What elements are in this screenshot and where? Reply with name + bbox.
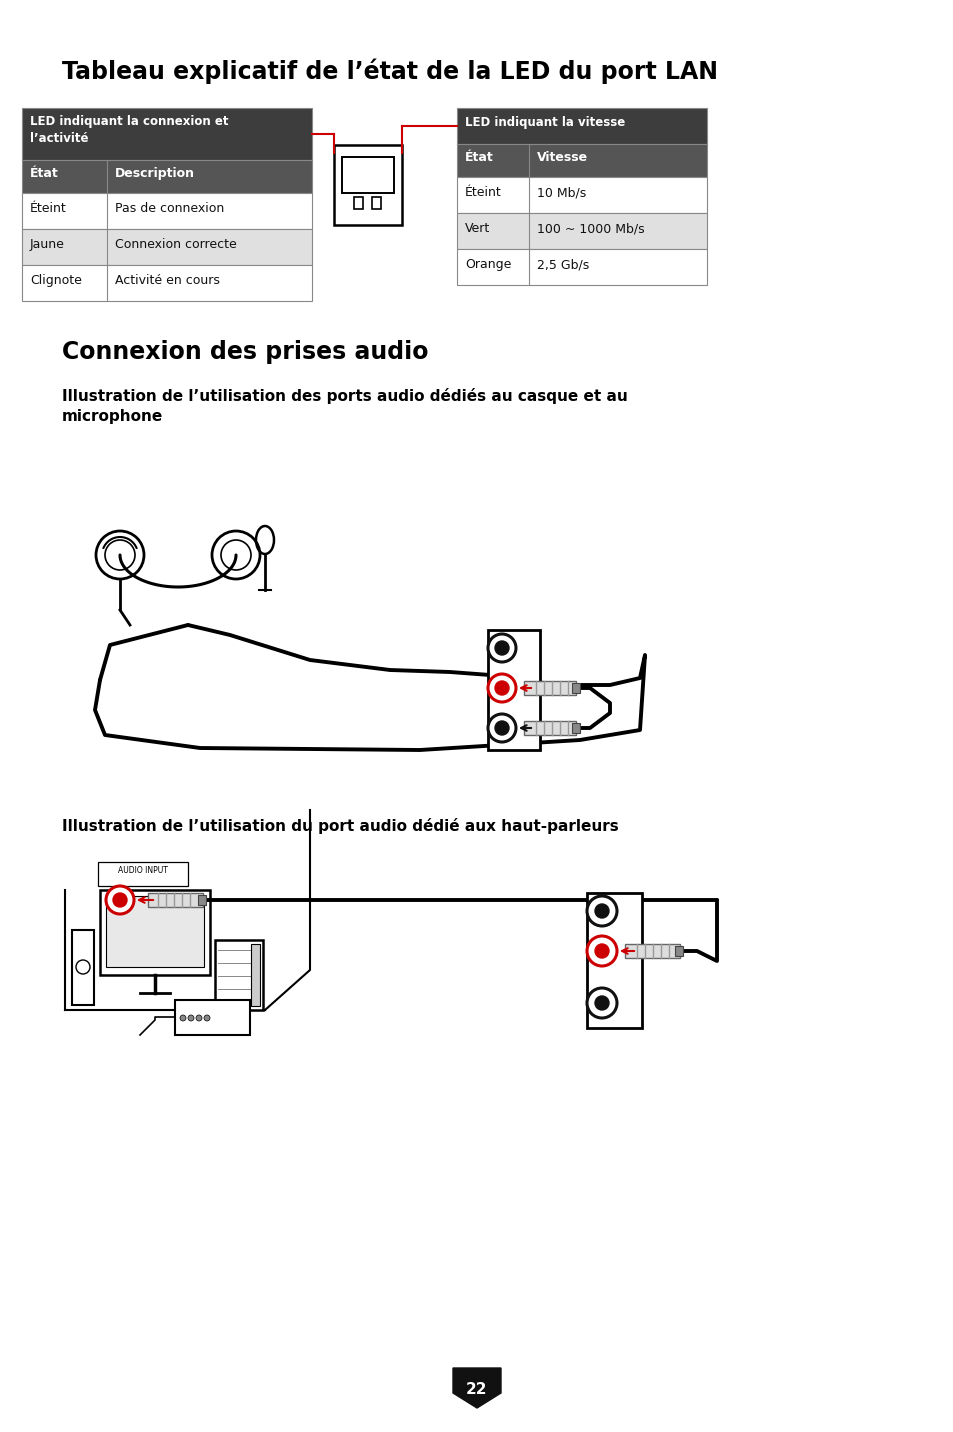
Text: Éteint: Éteint <box>464 186 501 199</box>
Text: Connexion correcte: Connexion correcte <box>115 238 236 251</box>
Bar <box>572 723 579 733</box>
Text: Vitesse: Vitesse <box>537 150 587 165</box>
Bar <box>22 193 312 229</box>
Text: Clignote: Clignote <box>30 274 82 286</box>
Circle shape <box>488 634 516 662</box>
Text: 2,5 Gb/s: 2,5 Gb/s <box>537 258 589 271</box>
Circle shape <box>586 988 617 1018</box>
Circle shape <box>180 1015 186 1021</box>
Text: Illustration de l’utilisation des ports audio dédiés au casque et au
microphone: Illustration de l’utilisation des ports … <box>62 388 627 424</box>
Text: Tableau explicatif de l’état de la LED du port LAN: Tableau explicatif de l’état de la LED d… <box>62 59 718 83</box>
Bar <box>586 894 641 1028</box>
Circle shape <box>488 715 516 742</box>
Circle shape <box>76 959 90 974</box>
Bar <box>71 929 94 1005</box>
Text: État: État <box>464 150 494 165</box>
Bar <box>106 896 204 967</box>
Text: Pas de connexion: Pas de connexion <box>115 202 224 215</box>
Bar <box>22 265 312 301</box>
Text: Connexion des prises audio: Connexion des prises audio <box>62 339 428 364</box>
Bar <box>148 894 203 906</box>
Bar <box>456 107 706 145</box>
Bar <box>198 895 206 905</box>
Bar <box>675 947 682 957</box>
Bar <box>372 198 380 209</box>
Text: 100 ~ 1000 Mb/s: 100 ~ 1000 Mb/s <box>537 222 644 235</box>
Text: Vert: Vert <box>464 222 490 235</box>
Text: Description: Description <box>115 168 194 180</box>
Bar <box>572 683 579 693</box>
Circle shape <box>586 937 617 967</box>
Bar <box>456 178 706 213</box>
Bar <box>22 107 312 160</box>
Circle shape <box>586 896 617 927</box>
Text: Éteint: Éteint <box>30 202 67 215</box>
Text: 22: 22 <box>466 1382 487 1396</box>
Text: État: État <box>30 168 59 180</box>
Bar <box>251 944 260 1007</box>
Circle shape <box>488 674 516 702</box>
Text: Orange: Orange <box>464 258 511 271</box>
Text: Illustration de l’utilisation du port audio dédié aux haut-parleurs: Illustration de l’utilisation du port au… <box>62 818 618 833</box>
Bar <box>22 160 312 193</box>
Bar <box>456 213 706 249</box>
Bar <box>523 720 576 735</box>
Circle shape <box>595 997 608 1010</box>
Circle shape <box>195 1015 202 1021</box>
Text: AUDIO INPUT: AUDIO INPUT <box>118 866 168 875</box>
Bar <box>523 682 576 695</box>
Circle shape <box>495 682 509 695</box>
Bar <box>341 158 394 193</box>
Text: LED indiquant la connexion et
l’activité: LED indiquant la connexion et l’activité <box>30 115 229 145</box>
Bar <box>98 862 188 886</box>
Circle shape <box>495 642 509 654</box>
Circle shape <box>495 720 509 735</box>
Polygon shape <box>453 1368 500 1408</box>
Bar <box>624 944 679 958</box>
Bar <box>214 939 263 1010</box>
Bar <box>22 229 312 265</box>
Circle shape <box>188 1015 193 1021</box>
Bar <box>456 249 706 285</box>
Bar <box>174 1000 250 1035</box>
Bar <box>488 630 539 750</box>
Bar <box>334 145 401 225</box>
Text: Activité en cours: Activité en cours <box>115 274 219 286</box>
Circle shape <box>204 1015 210 1021</box>
Bar <box>456 145 706 178</box>
Circle shape <box>595 944 608 958</box>
Circle shape <box>595 904 608 918</box>
Bar <box>100 891 210 975</box>
Text: 10 Mb/s: 10 Mb/s <box>537 186 586 199</box>
Text: Jaune: Jaune <box>30 238 65 251</box>
Circle shape <box>106 886 133 914</box>
Circle shape <box>112 894 127 906</box>
Bar <box>354 198 363 209</box>
Text: LED indiquant la vitesse: LED indiquant la vitesse <box>464 116 624 129</box>
